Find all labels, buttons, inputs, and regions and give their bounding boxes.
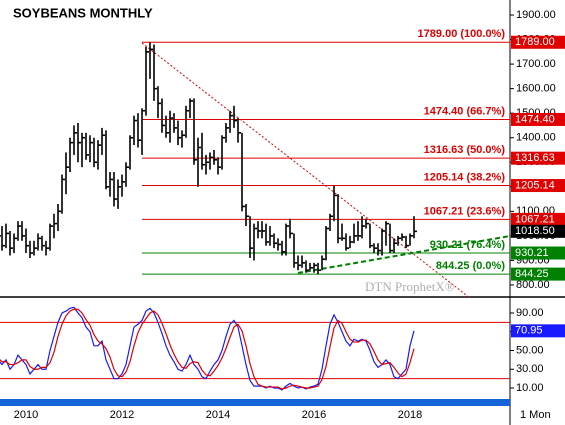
level-label: 1067.21 (23.6%)	[424, 205, 506, 217]
level-box	[511, 151, 565, 165]
level-box	[511, 35, 565, 49]
x-tick-label: 2010	[14, 409, 38, 421]
level-axis-label: 1316.63	[515, 152, 555, 164]
date-strip	[0, 399, 510, 406]
chart-title: SOYBEANS MONTHLY	[13, 5, 153, 20]
x-tick-label: 2014	[206, 409, 230, 421]
level-box	[511, 246, 565, 260]
level-box	[511, 179, 565, 193]
level-box	[511, 112, 565, 126]
y-tick-label: 1700.00	[516, 58, 556, 70]
last-value-label: 70.95	[515, 325, 543, 337]
x-tick-label: 2016	[302, 409, 326, 421]
x-tick-label: 2018	[398, 409, 422, 421]
level-axis-label: 1067.21	[515, 213, 555, 225]
level-box	[511, 267, 565, 281]
y-tick-label: 30.00	[516, 363, 544, 375]
level-axis-label: 844.25	[515, 268, 549, 280]
level-label: 930.21 (76.4%)	[430, 239, 506, 251]
y-tick-label: 1400.00	[516, 132, 556, 144]
level-box	[511, 212, 565, 226]
trend-line	[297, 235, 511, 274]
level-label: 1474.40 (66.7%)	[424, 105, 506, 117]
level-label: 1205.14 (38.2%)	[424, 171, 506, 183]
level-label: 1316.63 (50.0%)	[424, 144, 506, 156]
y-tick-label: 50.00	[516, 344, 544, 356]
level-axis-label: 1789.00	[515, 36, 555, 48]
level-axis-label: 1205.14	[515, 179, 555, 191]
interval-label: 1 Mon	[520, 409, 551, 421]
series-line	[0, 308, 415, 390]
y-tick-label: 1900.00	[516, 9, 556, 21]
level-axis-label: 930.21	[515, 247, 549, 259]
level-axis-label: 1474.40	[515, 113, 555, 125]
trend-line	[141, 42, 471, 299]
level-label: 844.25 (0.0%)	[436, 260, 505, 272]
watermark: DTN ProphetX®	[365, 279, 455, 294]
y-tick-label: 800.00	[516, 279, 550, 291]
level-label: 1789.00 (100.0%)	[418, 28, 506, 40]
x-tick-label: 2012	[110, 409, 134, 421]
series-line	[0, 306, 415, 391]
last-value-box	[511, 324, 565, 338]
y-tick-label: 90.00	[516, 307, 544, 319]
y-tick-label: 1600.00	[516, 83, 556, 95]
y-tick-label: 10.00	[516, 382, 544, 394]
last-price-box	[511, 224, 565, 238]
last-price-label: 1018.50	[515, 225, 555, 237]
